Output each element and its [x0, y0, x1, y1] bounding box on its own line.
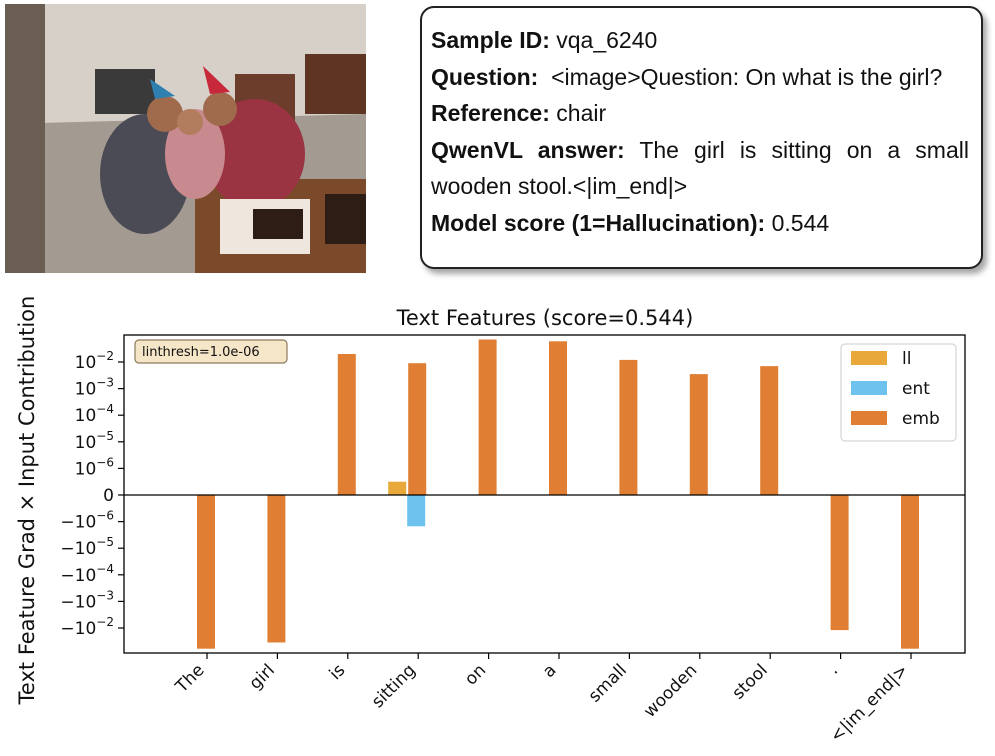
x-tick-label: on	[461, 660, 490, 689]
bar-emb-a	[549, 341, 567, 495]
bar-emb-small	[619, 359, 638, 495]
bar-emb-.	[830, 495, 849, 631]
x-tick-label: .	[824, 660, 842, 678]
y-axis-ticks: 10−210−310−410−510−60−10−6−10−5−10−4−10−…	[60, 349, 124, 639]
y-tick-label: 10−5	[75, 429, 114, 453]
reference-row: Reference: chair	[431, 100, 607, 126]
sample-id-row: Sample ID: vqa_6240	[431, 27, 658, 53]
y-tick-label: −10−2	[60, 615, 114, 639]
bar-ent-sitting	[407, 495, 426, 527]
linthresh-label: linthresh=1.0e-06	[142, 345, 260, 360]
sample-info-box: Sample ID: vqa_6240 Question: <image>Que…	[420, 6, 983, 269]
y-tick-label: 0	[103, 486, 114, 506]
y-tick-label: 10−6	[75, 455, 114, 479]
x-tick-label: a	[539, 660, 561, 682]
score-row: Model score (1=Hallucination): 0.544	[431, 209, 830, 236]
x-tick-label: small	[585, 660, 631, 706]
legend-label-emb: emb	[902, 409, 940, 429]
x-axis-ticks: The girl is sitting on a small wooden stool .<|im…	[171, 653, 913, 746]
x-tick-label: stool	[729, 660, 772, 703]
chart-title: Text Features (score=0.544)	[396, 306, 694, 330]
y-tick-label: 10−2	[75, 349, 114, 373]
x-tick-label: girl	[246, 660, 279, 693]
y-tick-label: 10−3	[75, 376, 114, 400]
legend-swatch-ll	[851, 351, 887, 365]
bar-group	[197, 339, 919, 649]
legend-label-ll: ll	[902, 349, 911, 369]
bar-emb-sitting	[408, 363, 427, 495]
legend-label-ent: ent	[902, 379, 930, 399]
x-tick-label: The	[171, 660, 208, 697]
bar-emb-<|im_end|>	[901, 495, 919, 649]
bar-emb-The	[197, 495, 215, 649]
plot-frame	[123, 334, 966, 654]
text-features-chart: Text Features (score=0.544) Text Feature…	[15, 296, 966, 746]
sample-photo	[5, 4, 366, 273]
y-tick-label: −10−5	[60, 535, 114, 559]
bar-ll-sitting	[388, 481, 407, 495]
linthresh-box: linthresh=1.0e-06	[134, 339, 288, 364]
bar-emb-girl	[267, 495, 286, 643]
bar-emb-is	[337, 353, 356, 495]
legend-swatch-ent	[851, 381, 887, 395]
legend: ll ent emb	[840, 343, 957, 442]
y-tick-label: 10−4	[75, 402, 114, 426]
x-tick-label: sitting	[368, 660, 420, 712]
x-tick-label: wooden	[640, 660, 701, 721]
y-tick-label: −10−4	[60, 562, 114, 586]
bar-emb-on	[478, 339, 497, 495]
question-row: Question: <image>Question: On what is th…	[431, 63, 943, 90]
legend-swatch-emb	[851, 411, 887, 425]
y-tick-label: −10−6	[60, 509, 114, 533]
y-axis-label: Text Feature Grad × Input Contribution	[15, 296, 39, 706]
y-tick-label: −10−3	[60, 588, 114, 612]
bar-emb-stool	[760, 366, 779, 495]
answer-row: QwenVL answer: The girl is sitting on a …	[431, 136, 969, 200]
bar-emb-wooden	[689, 374, 708, 495]
x-tick-label: is	[326, 660, 350, 684]
